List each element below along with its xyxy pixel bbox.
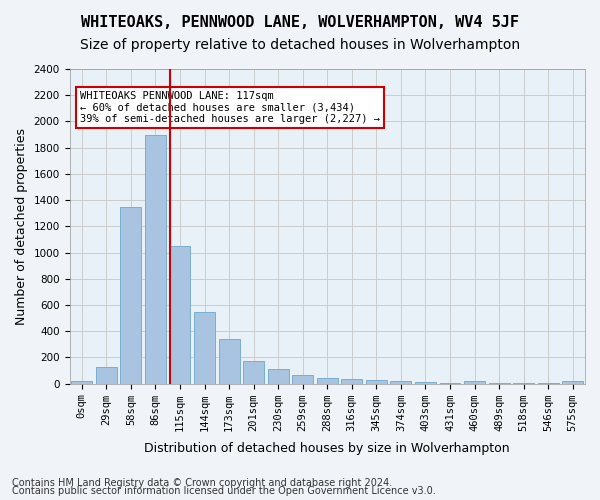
Bar bbox=[415, 382, 436, 384]
Y-axis label: Number of detached properties: Number of detached properties bbox=[15, 128, 28, 325]
Bar bbox=[96, 366, 117, 384]
Text: Size of property relative to detached houses in Wolverhampton: Size of property relative to detached ho… bbox=[80, 38, 520, 52]
Bar bbox=[562, 381, 583, 384]
Bar bbox=[170, 246, 190, 384]
Bar bbox=[366, 380, 387, 384]
Bar bbox=[243, 360, 264, 384]
Bar bbox=[341, 379, 362, 384]
Text: WHITEOAKS PENNWOOD LANE: 117sqm
← 60% of detached houses are smaller (3,434)
39%: WHITEOAKS PENNWOOD LANE: 117sqm ← 60% of… bbox=[80, 91, 380, 124]
Bar bbox=[268, 368, 289, 384]
Bar bbox=[391, 381, 412, 384]
Bar bbox=[218, 339, 239, 384]
Bar bbox=[464, 381, 485, 384]
Bar bbox=[194, 312, 215, 384]
Text: Contains HM Land Registry data © Crown copyright and database right 2024.: Contains HM Land Registry data © Crown c… bbox=[12, 478, 392, 488]
X-axis label: Distribution of detached houses by size in Wolverhampton: Distribution of detached houses by size … bbox=[145, 442, 510, 455]
Bar bbox=[145, 134, 166, 384]
Bar bbox=[71, 381, 92, 384]
Bar bbox=[292, 375, 313, 384]
Text: WHITEOAKS, PENNWOOD LANE, WOLVERHAMPTON, WV4 5JF: WHITEOAKS, PENNWOOD LANE, WOLVERHAMPTON,… bbox=[81, 15, 519, 30]
Bar bbox=[121, 206, 142, 384]
Text: Contains public sector information licensed under the Open Government Licence v3: Contains public sector information licen… bbox=[12, 486, 436, 496]
Bar bbox=[317, 378, 338, 384]
